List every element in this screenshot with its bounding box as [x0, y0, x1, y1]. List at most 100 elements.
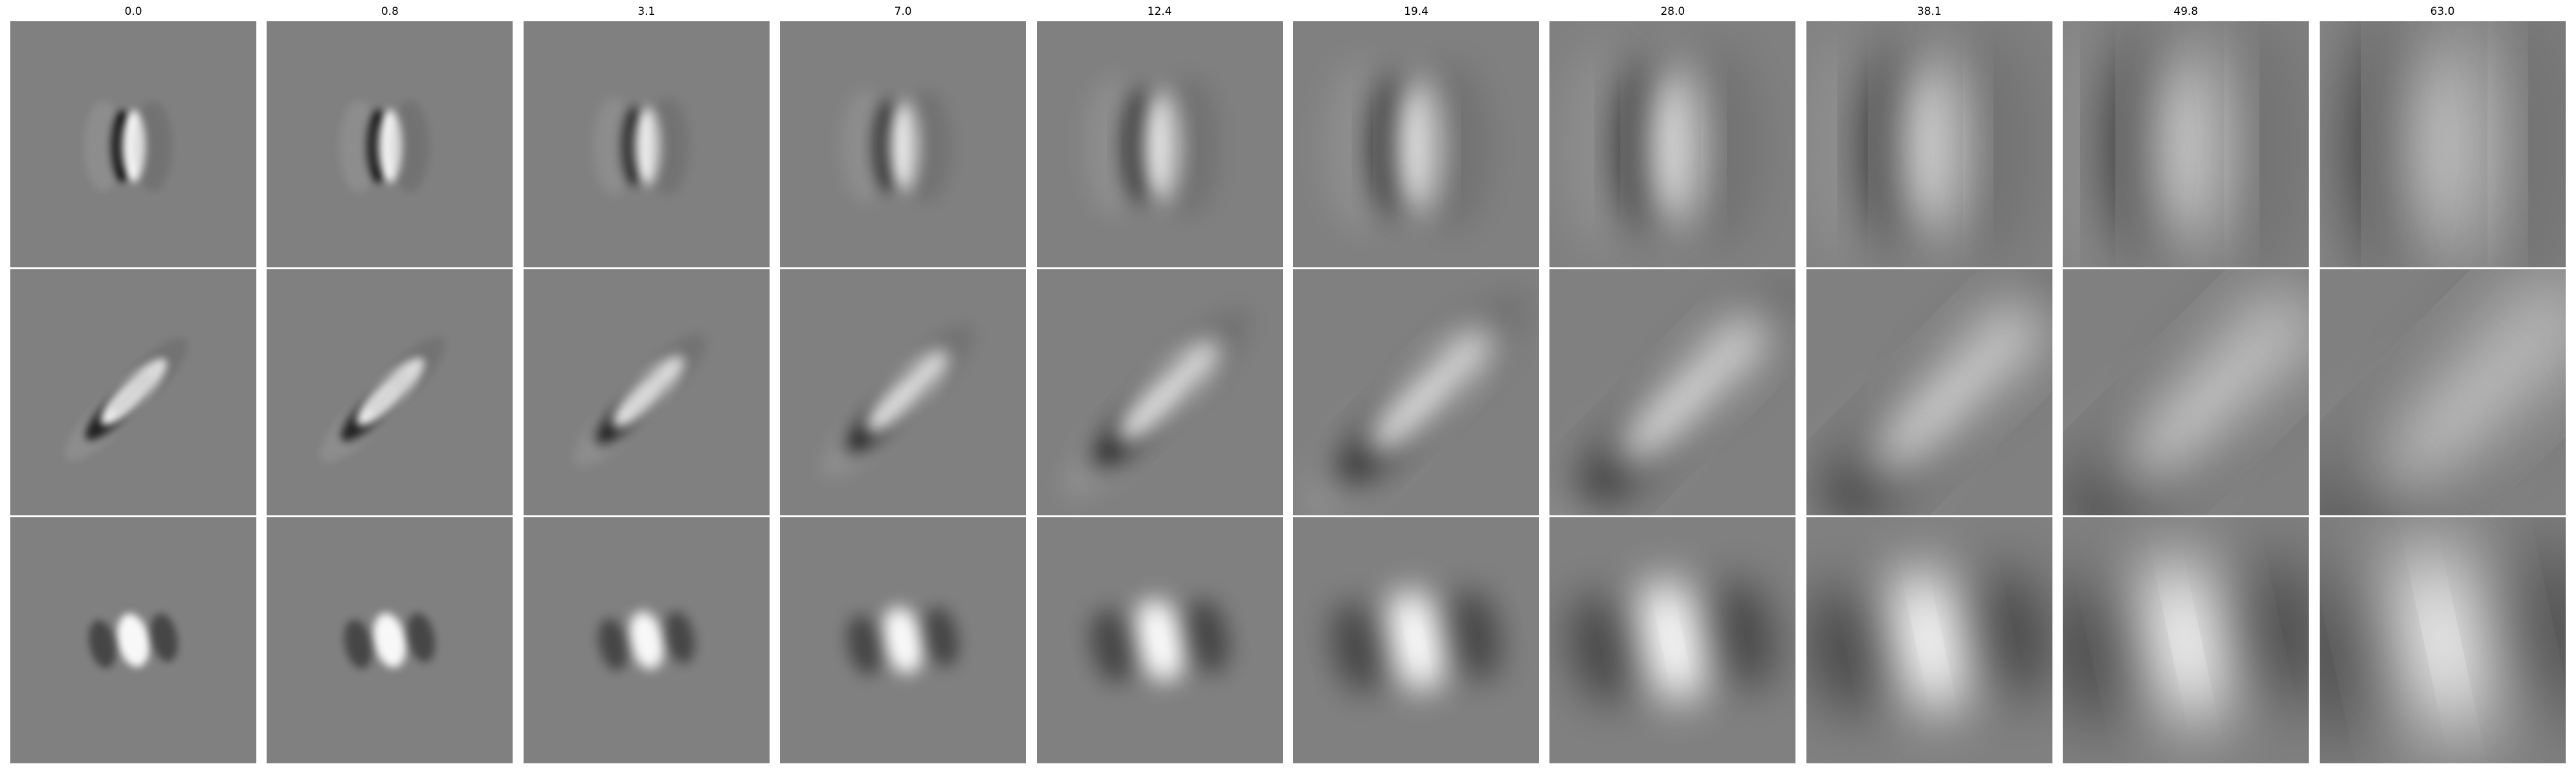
panel-svg	[1293, 517, 1539, 763]
light-center-lobe	[629, 611, 664, 669]
panel-svg	[1036, 269, 1283, 515]
light-outer-lobe	[2319, 364, 2508, 515]
dark-outer-lobe	[903, 90, 952, 203]
dark-right-lobe	[1976, 568, 2050, 699]
dark-left-lobe	[1570, 593, 1633, 705]
filter-panel	[267, 269, 513, 515]
panel-pattern	[2319, 21, 2566, 267]
column-title: 3.1	[638, 5, 656, 18]
panel-svg	[523, 21, 770, 267]
dark-outer-lobe	[1416, 61, 1490, 232]
filter-panel	[2319, 21, 2566, 267]
dark-right-lobe	[1449, 589, 1501, 682]
dark-right-lobe	[665, 611, 695, 664]
light-center-lobe	[117, 613, 150, 667]
dark-outer-lobe	[1160, 76, 1220, 216]
filter-panel	[2319, 269, 2566, 515]
dark-outer-lobe	[133, 101, 173, 191]
filter-panel	[2063, 21, 2309, 267]
filter-panel	[267, 21, 513, 267]
filter-panel	[1036, 269, 1283, 515]
filter-panel	[1549, 269, 1796, 515]
panel-pattern	[2319, 544, 2566, 741]
filter-panel	[780, 269, 1027, 515]
panel-pattern	[2063, 557, 2309, 727]
panel-pattern	[1549, 269, 1796, 515]
panel-pattern	[344, 613, 435, 669]
light-outer-lobe	[320, 383, 399, 463]
light-center-lobe	[882, 607, 923, 674]
dark-outer-lobe	[2443, 21, 2566, 267]
panel-pattern	[2063, 269, 2309, 515]
dark-outer-lobe	[1673, 43, 1763, 250]
light-center-lobe	[2136, 557, 2236, 723]
panel-pattern	[1061, 309, 1251, 499]
panel-svg	[1293, 21, 1539, 267]
dark-outer-lobe	[2186, 21, 2307, 267]
filter-panel	[1806, 21, 2052, 267]
filter-panel	[1293, 517, 1539, 763]
panel-svg	[1549, 517, 1796, 763]
panel-pattern	[1298, 289, 1531, 515]
filter-panel	[1806, 517, 2052, 763]
panel-pattern	[1559, 43, 1763, 250]
light-outer-lobe	[2319, 21, 2405, 267]
panel-svg	[2319, 517, 2566, 763]
panel-pattern	[1090, 598, 1229, 684]
panel-svg	[10, 517, 256, 763]
panel-pattern	[1083, 76, 1220, 216]
dark-right-lobe	[924, 607, 959, 667]
dark-left-lobe	[1809, 586, 1883, 716]
dark-left-lobe	[2063, 577, 2132, 727]
panel-pattern	[1322, 61, 1490, 232]
panel-svg	[780, 21, 1027, 267]
filter-panel	[1293, 269, 1539, 515]
filter-panel	[1036, 21, 1283, 267]
panel-svg	[780, 269, 1027, 515]
panel-svg	[1806, 21, 2052, 267]
filter-panel	[523, 517, 770, 763]
dark-outer-lobe	[1929, 24, 2034, 267]
column-title: 28.0	[1660, 5, 1685, 18]
light-outer-lobe	[339, 100, 379, 193]
light-outer-lobe	[1322, 61, 1396, 232]
filter-panel	[1549, 517, 1796, 763]
panel-pattern	[1570, 578, 1776, 705]
column-title: 7.0	[894, 5, 912, 18]
light-outer-lobe	[2063, 368, 2240, 515]
panel-pattern	[593, 97, 689, 195]
panel-svg	[1293, 269, 1539, 515]
dark-right-lobe	[2505, 544, 2566, 718]
column-title: 49.8	[2174, 5, 2199, 18]
light-center-lobe	[1385, 589, 1447, 691]
panel-svg	[2063, 21, 2309, 267]
filter-panel	[267, 517, 513, 763]
panel-svg	[2319, 269, 2566, 515]
column-title: 0.0	[124, 5, 142, 18]
dark-left-lobe	[1090, 609, 1133, 684]
light-outer-lobe	[1806, 24, 1901, 267]
panel-svg	[523, 517, 770, 763]
dark-left-lobe	[847, 615, 882, 676]
light-outer-lobe	[820, 382, 917, 478]
filter-panel	[1806, 269, 2052, 515]
filter-panel	[2063, 269, 2309, 515]
panel-pattern	[2319, 269, 2566, 515]
panel-svg	[523, 269, 770, 515]
panel-svg	[1549, 269, 1796, 515]
light-outer-lobe	[841, 90, 890, 203]
column-title: 19.4	[1404, 5, 1428, 18]
dark-right-lobe	[150, 613, 178, 662]
column-title: 0.8	[381, 5, 399, 18]
filter-panel	[523, 269, 770, 515]
filter-panel	[2063, 517, 2309, 763]
column-title: 12.4	[1147, 5, 1172, 18]
light-center-lobe	[1635, 578, 1710, 702]
light-outer-lobe	[1298, 377, 1444, 515]
dark-left-lobe	[88, 620, 117, 669]
dark-right-lobe	[1186, 598, 1229, 674]
panel-pattern	[88, 613, 178, 669]
panel-pattern	[1809, 568, 2050, 716]
light-outer-lobe	[1806, 371, 1975, 515]
